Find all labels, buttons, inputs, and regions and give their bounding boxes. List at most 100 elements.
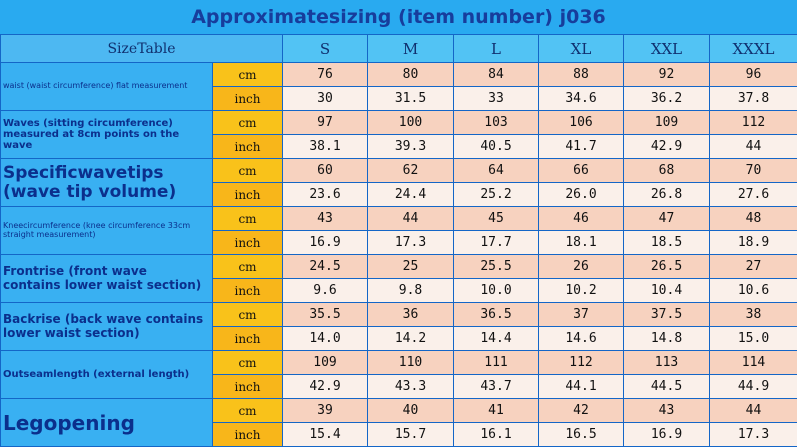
value-cell: 14.4 [454,327,539,351]
value-cell: 17.3 [368,231,454,255]
value-cell: 112 [710,111,797,135]
value-cell: 47 [624,207,710,231]
value-cell: 37.5 [624,303,710,327]
value-cell: 37.8 [710,87,797,111]
value-cell: 36.5 [454,303,539,327]
value-cell: 14.8 [624,327,710,351]
value-cell: 103 [454,111,539,135]
measurement-label: Specificwavetips (wave tip volume) [1,159,213,207]
value-cell: 25 [368,255,454,279]
value-cell: 26 [539,255,624,279]
value-cell: 111 [454,351,539,375]
value-cell: 64 [454,159,539,183]
value-cell: 43.7 [454,375,539,399]
header-row: SizeTable S M L XL XXL XXXL [1,35,797,63]
unit-label-inch: inch [213,135,283,159]
value-cell: 26.8 [624,183,710,207]
value-cell: 24.4 [368,183,454,207]
unit-label-inch: inch [213,279,283,303]
value-cell: 35.5 [283,303,368,327]
measurement-rows: waist (waist circumference) flat measure… [1,63,797,447]
measurement-label: Frontrise (front wave contains lower wai… [1,255,213,303]
value-cell: 97 [283,111,368,135]
size-header: XXL [624,35,710,63]
value-cell: 27.6 [710,183,797,207]
value-cell: 25.5 [454,255,539,279]
value-cell: 36 [368,303,454,327]
value-cell: 18.9 [710,231,797,255]
size-header: XL [539,35,624,63]
value-cell: 10.4 [624,279,710,303]
value-cell: 10.0 [454,279,539,303]
unit-label-inch: inch [213,231,283,255]
value-cell: 40 [368,399,454,423]
value-cell: 25.2 [454,183,539,207]
value-cell: 43 [624,399,710,423]
value-cell: 42.9 [283,375,368,399]
value-cell: 40.5 [454,135,539,159]
value-cell: 43.3 [368,375,454,399]
value-cell: 33 [454,87,539,111]
size-table: SizeTable S M L XL XXL XXXL waist (waist… [0,34,797,447]
table-row: Frontrise (front wave contains lower wai… [1,255,797,279]
value-cell: 9.6 [283,279,368,303]
measurement-label: Kneecircumference (knee circumference 33… [1,207,213,255]
chart-title: Approximatesizing (item number) j036 [0,0,797,36]
unit-label-inch: inch [213,375,283,399]
unit-label-cm: cm [213,159,283,183]
value-cell: 41 [454,399,539,423]
value-cell: 36.2 [624,87,710,111]
value-cell: 110 [368,351,454,375]
size-header: XXXL [710,35,797,63]
value-cell: 18.5 [624,231,710,255]
value-cell: 14.0 [283,327,368,351]
measurement-label: Waves (sitting circumference) measured a… [1,111,213,159]
size-header: L [454,35,539,63]
unit-label-cm: cm [213,303,283,327]
measurement-label: waist (waist circumference) flat measure… [1,63,213,111]
value-cell: 100 [368,111,454,135]
value-cell: 45 [454,207,539,231]
value-cell: 41.7 [539,135,624,159]
value-cell: 18.1 [539,231,624,255]
unit-label-cm: cm [213,111,283,135]
value-cell: 34.6 [539,87,624,111]
value-cell: 39.3 [368,135,454,159]
value-cell: 9.8 [368,279,454,303]
value-cell: 48 [710,207,797,231]
size-header: S [283,35,368,63]
value-cell: 42 [539,399,624,423]
value-cell: 15.0 [710,327,797,351]
value-cell: 44.9 [710,375,797,399]
value-cell: 10.2 [539,279,624,303]
value-cell: 60 [283,159,368,183]
table-row: Kneecircumference (knee circumference 33… [1,207,797,231]
measurement-label: Outseamlength (external length) [1,351,213,399]
value-cell: 109 [624,111,710,135]
value-cell: 26.5 [624,255,710,279]
value-cell: 88 [539,63,624,87]
value-cell: 39 [283,399,368,423]
value-cell: 26.0 [539,183,624,207]
value-cell: 38 [710,303,797,327]
value-cell: 14.2 [368,327,454,351]
value-cell: 46 [539,207,624,231]
value-cell: 106 [539,111,624,135]
value-cell: 44 [710,399,797,423]
value-cell: 14.6 [539,327,624,351]
unit-label-cm: cm [213,207,283,231]
unit-label-inch: inch [213,327,283,351]
size-header: M [368,35,454,63]
value-cell: 10.6 [710,279,797,303]
value-cell: 70 [710,159,797,183]
value-cell: 84 [454,63,539,87]
measurement-label: Backrise (back wave contains lower waist… [1,303,213,351]
value-cell: 113 [624,351,710,375]
value-cell: 38.1 [283,135,368,159]
unit-label-cm: cm [213,63,283,87]
value-cell: 43 [283,207,368,231]
measurement-label: Legopening [1,399,213,447]
